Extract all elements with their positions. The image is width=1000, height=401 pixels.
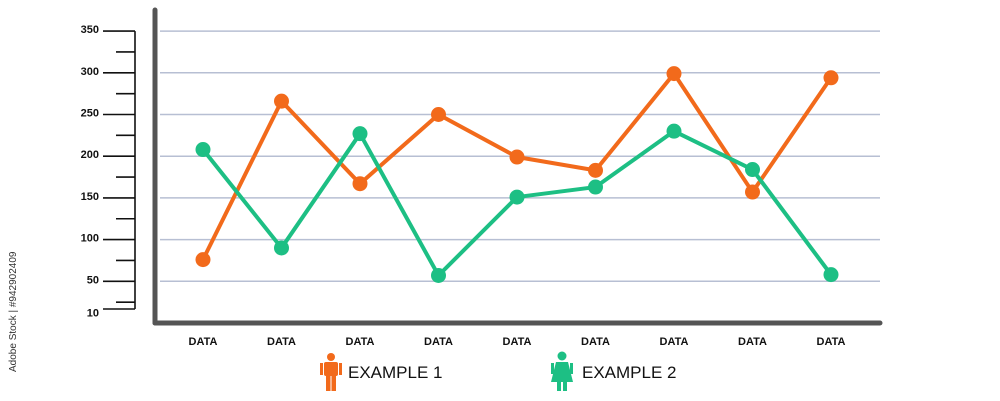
legend-label-2: EXAMPLE 2 — [582, 363, 677, 382]
x-tick-label: DATA — [267, 336, 296, 348]
x-tick-label: DATA — [189, 336, 218, 348]
male-figure-icon — [320, 353, 342, 391]
x-tick-label: DATA — [738, 336, 767, 348]
series-2-point — [274, 240, 289, 256]
x-tick-label: DATA — [660, 336, 689, 348]
y-tick-label: 350 — [81, 24, 99, 36]
series-2-point — [823, 267, 839, 283]
y-tick-label: 200 — [81, 149, 99, 161]
series-points — [195, 66, 839, 283]
legend-label-1: EXAMPLE 1 — [348, 363, 443, 382]
side-credit-text: Adobe Stock | #942902409 — [8, 251, 19, 372]
series-2-point — [195, 142, 211, 158]
y-tick-label: 150 — [81, 191, 99, 203]
series-1-point — [352, 176, 368, 192]
series-1-point — [431, 107, 446, 122]
series-1-point — [666, 66, 682, 82]
series-2-point — [666, 123, 682, 139]
series-1-point — [823, 70, 839, 86]
y-tick-label: 250 — [81, 108, 99, 120]
y-tick-label: 100 — [81, 233, 99, 245]
series-1-point — [274, 93, 289, 109]
series-1-point — [195, 252, 211, 268]
female-figure-icon — [551, 351, 573, 391]
series-lines — [201, 71, 833, 278]
y-tick-label: 300 — [81, 66, 99, 78]
x-tick-label: DATA — [503, 336, 532, 348]
series-2-point — [588, 179, 603, 195]
y-tick-label: 50 — [87, 274, 99, 286]
x-tick-labels: DATA DATA DATA DATA DATA DATA DATA DATA DATA — [189, 336, 846, 348]
x-tick-label: DATA — [817, 336, 846, 348]
x-tick-label: DATA — [346, 336, 375, 348]
legend: EXAMPLE 1 EXAMPLE 2 — [320, 351, 677, 391]
y-tick-labels: 350 300 250 200 150 100 50 10 — [81, 24, 99, 320]
series-1-point — [588, 162, 603, 178]
series-2-point — [352, 126, 368, 142]
x-tick-label: DATA — [581, 336, 610, 348]
series-1-point — [745, 184, 760, 200]
series-1-point — [509, 149, 525, 165]
axes — [152, 7, 883, 326]
y-ruler — [103, 30, 136, 310]
series-line-1 — [201, 71, 833, 262]
series-2-point — [431, 267, 446, 283]
y-tick-label: 10 — [87, 308, 99, 320]
series-2-point — [745, 162, 760, 178]
series-2-point — [509, 189, 525, 205]
x-tick-label: DATA — [424, 336, 453, 348]
